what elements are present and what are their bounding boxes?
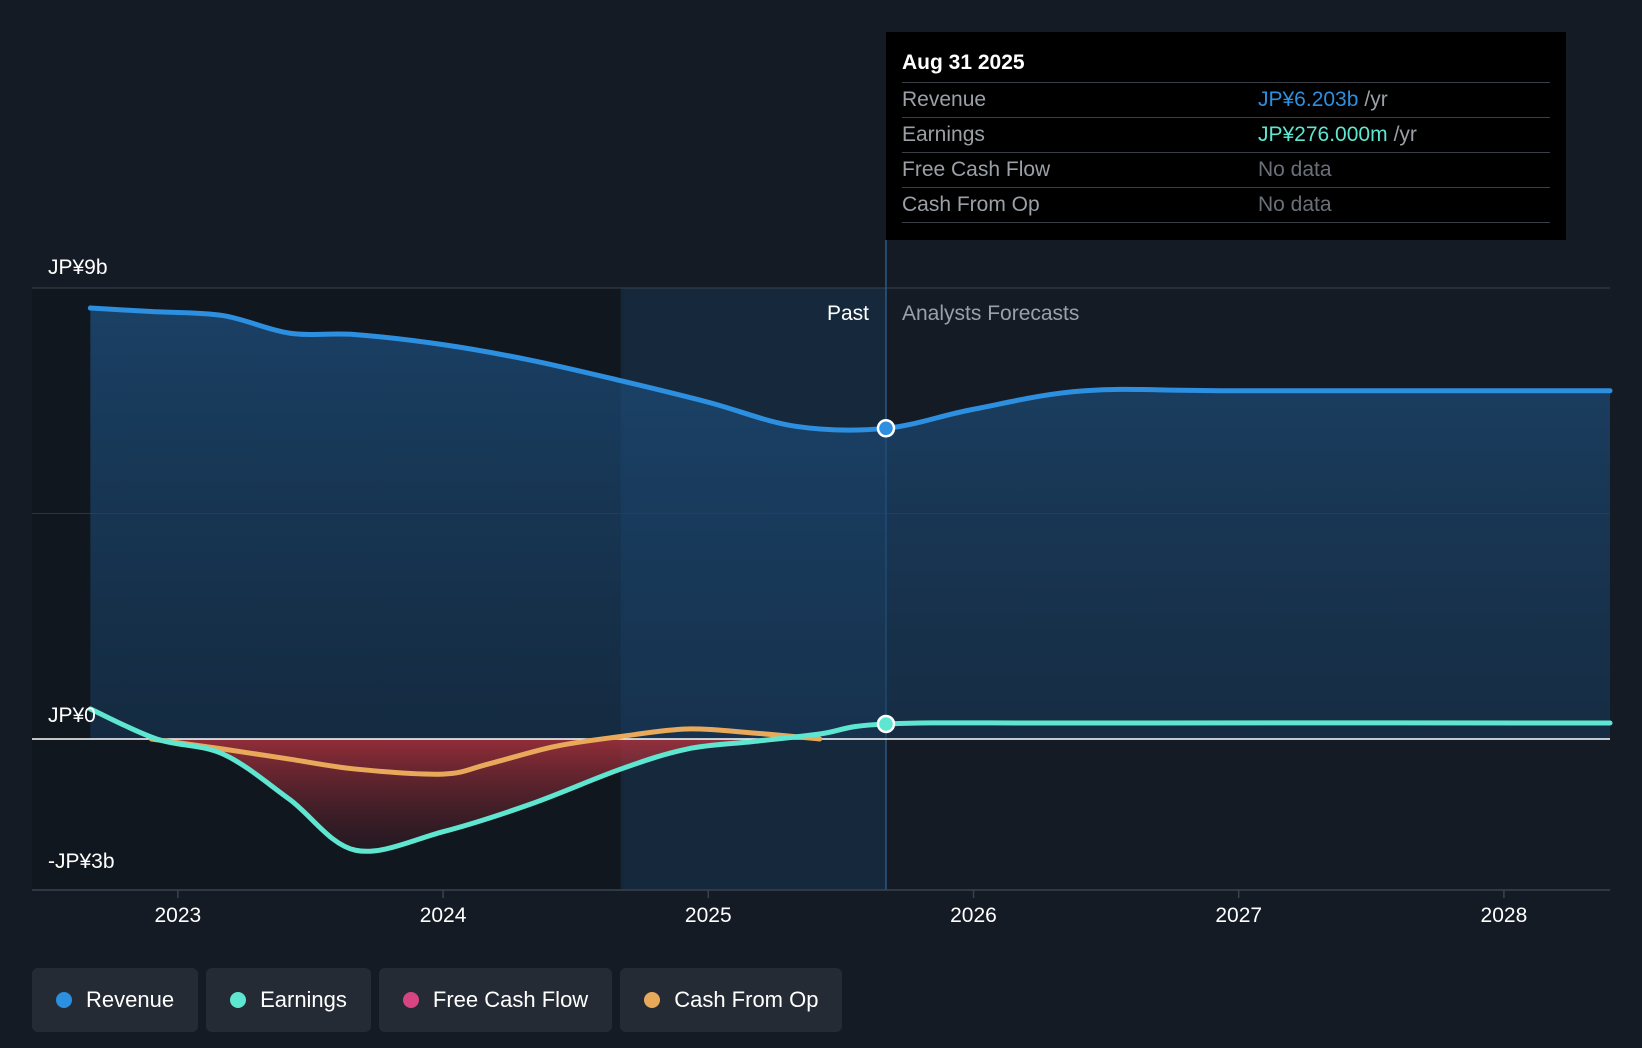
y-axis-labels: JP¥9b JP¥0 -JP¥3b [48,256,115,873]
x-tick-label: 2026 [950,904,997,927]
forecast-label: Analysts Forecasts [902,302,1079,325]
tooltip-label: Cash From Op [902,193,1040,216]
series-lines [87,305,1613,854]
y-tick-label: JP¥0 [48,704,96,727]
revenue-area [90,308,1611,739]
revenue-dot-icon [56,992,72,1008]
legend-label: Free Cash Flow [432,987,589,1012]
hover-tooltip: Aug 31 2025 Revenue JP¥6.203b/yr Earning… [886,32,1566,240]
tooltip-row-cash-from-op: Cash From Op No data [902,188,1550,223]
tooltip-value: No data [1258,158,1332,181]
legend-label: Revenue [86,987,175,1012]
revenue-line [87,305,1613,433]
tooltip-row-earnings: Earnings JP¥276.000m/yr [902,118,1550,153]
tooltip-unit: /yr [1393,123,1417,146]
tooltip-value: JP¥6.203b [1258,88,1359,111]
x-tick-label: 2028 [1481,904,1528,927]
tooltip-value: JP¥276.000m [1258,123,1388,146]
legend-item-earnings[interactable]: Earnings [206,968,371,1032]
earnings-dot-icon [230,992,247,1008]
x-tick-label: 2027 [1215,904,1262,927]
legend-item-free-cash-flow[interactable]: Free Cash Flow [378,968,613,1032]
tooltip-label: Revenue [902,88,987,111]
cash-from-op-dot-icon [644,992,661,1008]
past-label: Past [827,302,869,325]
legend-label: Earnings [260,987,347,1012]
earnings-line [87,706,1613,854]
tooltip-row-free-cash-flow: Free Cash Flow No data [902,153,1550,188]
legend-item-revenue[interactable]: Revenue [32,968,199,1032]
tooltip-unit: /yr [1364,88,1388,111]
tooltip-value: No data [1258,193,1332,216]
tooltip-row-revenue: Revenue JP¥6.203b/yr [902,83,1550,118]
tooltip-label: Earnings [902,123,985,146]
x-tick-label: 2024 [420,904,467,927]
tooltip-label: Free Cash Flow [902,158,1051,181]
x-axis: 2023 2024 2025 2026 2027 2028 [32,889,1610,927]
y-tick-label: -JP¥3b [48,850,115,873]
x-tick-label: 2025 [685,904,732,927]
revenue-marker [876,419,896,438]
y-tick-label: JP¥9b [48,256,108,279]
legend-label: Cash From Op [674,987,819,1012]
legend: Revenue Earnings Free Cash Flow Cash Fro… [32,968,843,1032]
cash-from-op-line [148,726,823,777]
hover-markers [876,419,896,734]
free-cash-flow-dot-icon [402,992,419,1008]
x-tick-label: 2023 [155,904,202,927]
legend-item-cash-from-op[interactable]: Cash From Op [620,968,843,1032]
earnings-marker [876,714,896,734]
tooltip-date: Aug 31 2025 [902,48,1550,83]
